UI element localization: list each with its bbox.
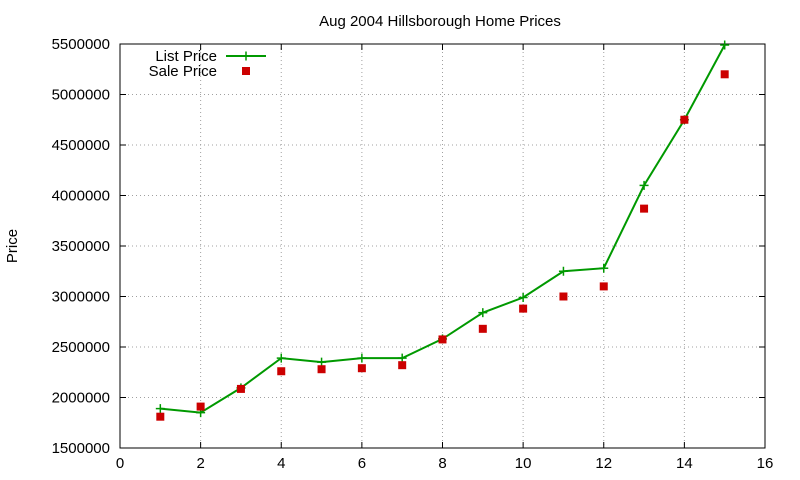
list-price-point <box>397 353 407 363</box>
sale-price-point <box>680 115 689 124</box>
x-tick-label: 8 <box>438 455 446 472</box>
y-tick-label: 5000000 <box>52 87 110 104</box>
sale-price-point <box>438 335 447 344</box>
y-tick-label: 4000000 <box>52 188 110 205</box>
y-axis-label: Price <box>4 229 21 263</box>
x-tick-label: 10 <box>515 455 532 472</box>
series-layer <box>155 40 730 421</box>
sale-price-point <box>478 324 487 333</box>
y-tick-label: 3500000 <box>52 238 110 255</box>
list-price-point <box>720 40 730 50</box>
list-price-point <box>276 353 286 363</box>
list-price-point <box>155 404 165 414</box>
x-tick-label: 14 <box>676 455 693 472</box>
y-tick-label: 4500000 <box>52 137 110 154</box>
sale-price-point <box>357 364 366 373</box>
chart-title: Aug 2004 Hillsborough Home Prices <box>319 13 561 30</box>
x-tick-label: 6 <box>358 455 366 472</box>
x-tick-label: 0 <box>116 455 124 472</box>
legend-marker-list-price <box>241 51 251 61</box>
list-price-point <box>639 180 649 190</box>
sale-price-point <box>640 204 649 213</box>
legend-label-list-price: List Price <box>155 48 217 65</box>
y-tick-label: 5500000 <box>52 36 110 53</box>
legend-swatch-sale-price <box>242 67 250 75</box>
sale-price-point <box>559 292 568 301</box>
list-price-point <box>317 357 327 367</box>
sale-price-point <box>196 402 205 411</box>
sale-price-point <box>519 304 528 313</box>
list-price-point <box>599 263 609 273</box>
y-tick-label: 2000000 <box>52 390 110 407</box>
sale-price-point <box>599 282 608 291</box>
grid <box>120 44 765 448</box>
x-tick-label: 2 <box>196 455 204 472</box>
x-tick-label: 12 <box>595 455 612 472</box>
list-price-point <box>357 353 367 363</box>
sale-price-point <box>236 384 245 393</box>
y-tick-label: 3000000 <box>52 289 110 306</box>
x-tick-label: 16 <box>757 455 774 472</box>
sale-price-point <box>720 70 729 79</box>
axis-ticks: 0 2 4 6 8 10 12 14 16 1500000 2000000 2500000 300000… <box>52 36 774 472</box>
sale-price-point <box>156 412 165 421</box>
x-tick-label: 4 <box>277 455 285 472</box>
y-tick-label: 1500000 <box>52 440 110 457</box>
legend-label-sale-price: Sale Price <box>149 63 217 80</box>
list-price-point <box>558 266 568 276</box>
sale-price-point <box>398 361 407 370</box>
list-price-point <box>518 293 528 303</box>
sale-price-point <box>277 367 286 376</box>
y-tick-label: 2500000 <box>52 339 110 356</box>
list-price-point <box>478 308 488 318</box>
sale-price-point <box>317 365 326 374</box>
